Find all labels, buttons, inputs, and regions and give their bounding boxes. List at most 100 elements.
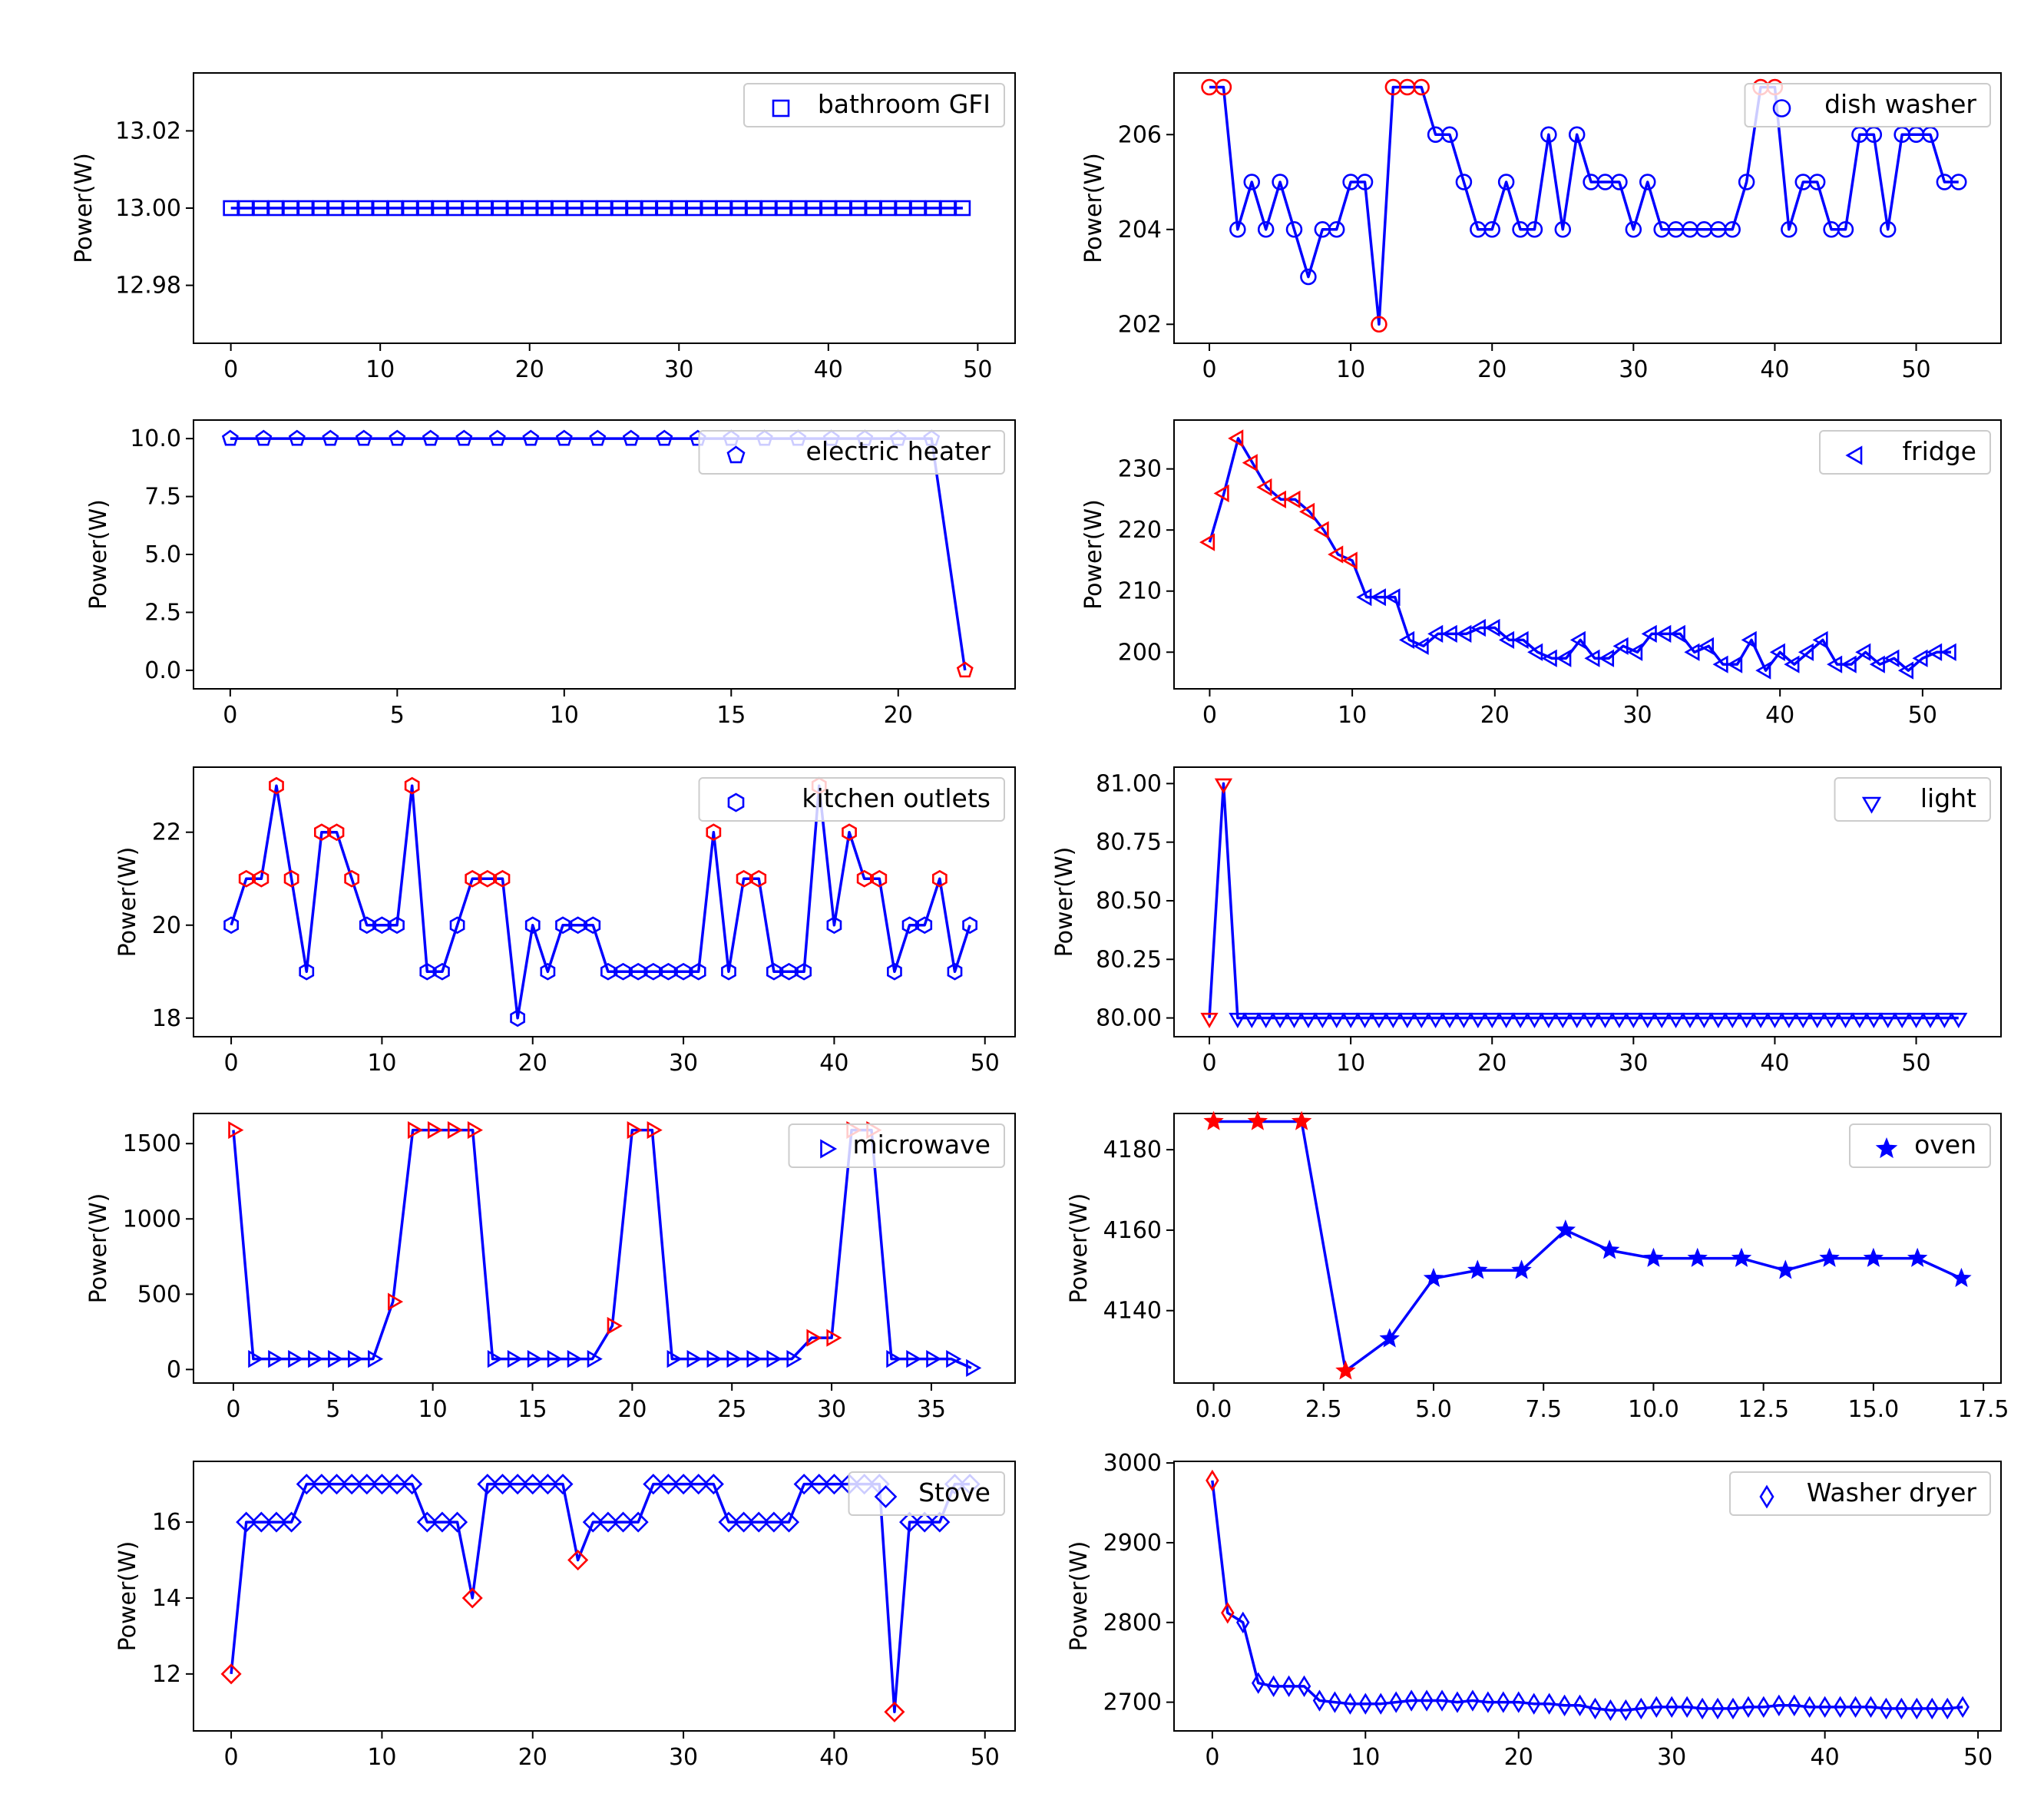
data-point bbox=[656, 200, 673, 217]
data-point bbox=[622, 429, 640, 446]
y-tick-label: 230 bbox=[1118, 456, 1162, 483]
data-point bbox=[1724, 221, 1741, 238]
subplot-microwave: 0 5 10 15 20 25 30 35 0 500 1000 1500 Power(W) microw… bbox=[85, 1113, 1016, 1423]
data-point bbox=[268, 1350, 284, 1368]
data-point bbox=[1603, 1699, 1618, 1722]
data-point bbox=[313, 200, 329, 217]
data-point bbox=[1555, 1219, 1576, 1239]
data-point bbox=[1398, 1012, 1417, 1028]
data-point bbox=[809, 1474, 830, 1495]
x-tick-label: 20 bbox=[1504, 1744, 1533, 1771]
y-tick-label: 14 bbox=[152, 1585, 181, 1612]
data-point bbox=[540, 962, 556, 981]
series-line bbox=[1209, 85, 1959, 326]
legend-label: oven bbox=[1914, 1130, 1976, 1160]
legend-marker bbox=[1861, 796, 1882, 814]
data-point bbox=[419, 962, 435, 981]
data-point bbox=[716, 200, 732, 217]
data-point bbox=[1526, 1693, 1541, 1715]
data-point bbox=[1312, 1689, 1327, 1712]
data-point bbox=[763, 1511, 785, 1533]
data-point bbox=[1426, 1012, 1445, 1028]
data-point bbox=[914, 1511, 935, 1533]
y-tick-label: 3000 bbox=[1103, 1450, 1162, 1477]
data-point bbox=[690, 962, 706, 981]
data-point bbox=[1313, 1012, 1331, 1028]
data-point bbox=[1300, 268, 1317, 286]
anomaly-point bbox=[872, 869, 888, 888]
data-point bbox=[748, 1511, 769, 1533]
anomaly-point bbox=[314, 823, 329, 842]
data-point bbox=[954, 200, 971, 217]
series-line bbox=[1213, 1120, 1963, 1373]
data-point bbox=[946, 1350, 962, 1368]
data-point bbox=[1389, 1691, 1403, 1713]
data-point bbox=[865, 200, 881, 217]
data-point bbox=[1864, 1012, 1883, 1028]
x-tick-label: 15 bbox=[518, 1396, 547, 1423]
x-tick-label: 10 bbox=[550, 702, 579, 729]
data-point bbox=[1481, 1691, 1495, 1713]
y-tick-label: 4180 bbox=[1103, 1137, 1162, 1163]
data-point bbox=[477, 200, 493, 217]
y-tick-label: 206 bbox=[1118, 121, 1162, 148]
data-point bbox=[326, 1474, 348, 1495]
data-point bbox=[1869, 655, 1885, 673]
axes-frame bbox=[1173, 1113, 2002, 1384]
data-point bbox=[389, 916, 405, 935]
anomaly-point bbox=[751, 869, 767, 888]
x-tick-label: 17.5 bbox=[1958, 1396, 2009, 1423]
data-point bbox=[288, 1350, 304, 1368]
data-point bbox=[1358, 1693, 1373, 1715]
data-point bbox=[673, 1474, 694, 1495]
x-tick-label: 10 bbox=[367, 1744, 396, 1771]
x-tick-label: 10 bbox=[1336, 356, 1365, 383]
y-tick-label: 500 bbox=[137, 1281, 181, 1308]
anomaly-point bbox=[842, 823, 857, 842]
data-point bbox=[1769, 643, 1785, 661]
data-point bbox=[600, 962, 616, 981]
x-tick-label: 20 bbox=[1477, 1050, 1507, 1077]
anomaly-point bbox=[826, 1329, 842, 1347]
legend-box bbox=[1819, 430, 1991, 475]
data-point bbox=[455, 429, 473, 446]
data-point bbox=[906, 1350, 922, 1368]
data-point bbox=[1951, 1267, 1972, 1288]
y-tick-label: 80.75 bbox=[1096, 829, 1162, 856]
data-point bbox=[1466, 1689, 1480, 1712]
data-point bbox=[1328, 1691, 1342, 1713]
data-point bbox=[237, 200, 254, 217]
x-tick-label: 20 bbox=[1477, 356, 1507, 383]
data-point bbox=[1588, 1697, 1602, 1720]
data-point bbox=[491, 200, 508, 217]
anomaly-point bbox=[1214, 778, 1233, 794]
data-point bbox=[1513, 630, 1529, 649]
data-point bbox=[1242, 1012, 1261, 1028]
x-tick-label: 0 bbox=[1202, 1050, 1216, 1077]
series-line bbox=[1208, 782, 1959, 1020]
data-point bbox=[660, 962, 676, 981]
anomaly-point bbox=[238, 869, 254, 888]
x-tick-label: 40 bbox=[1760, 1050, 1789, 1077]
data-point bbox=[641, 200, 657, 217]
data-point bbox=[566, 200, 583, 217]
data-point bbox=[1611, 174, 1628, 190]
anomaly-point bbox=[461, 1587, 483, 1609]
x-tick-label: 35 bbox=[917, 1396, 946, 1423]
data-point bbox=[1639, 1012, 1657, 1028]
data-point bbox=[1596, 1012, 1615, 1028]
data-point bbox=[917, 916, 933, 935]
legend-label: electric heater bbox=[806, 436, 991, 466]
data-point bbox=[296, 1474, 317, 1495]
anomaly-point bbox=[1199, 533, 1215, 551]
data-point bbox=[1573, 1694, 1587, 1716]
data-point bbox=[1404, 1689, 1418, 1712]
data-point bbox=[281, 1511, 303, 1533]
data-point bbox=[1921, 1012, 1940, 1028]
anomaly-point bbox=[1285, 490, 1301, 509]
anomaly-point bbox=[427, 1120, 444, 1140]
data-point bbox=[1497, 1012, 1516, 1028]
data-point bbox=[283, 200, 299, 217]
anomaly-point bbox=[447, 1120, 464, 1140]
data-point bbox=[1582, 1012, 1600, 1028]
